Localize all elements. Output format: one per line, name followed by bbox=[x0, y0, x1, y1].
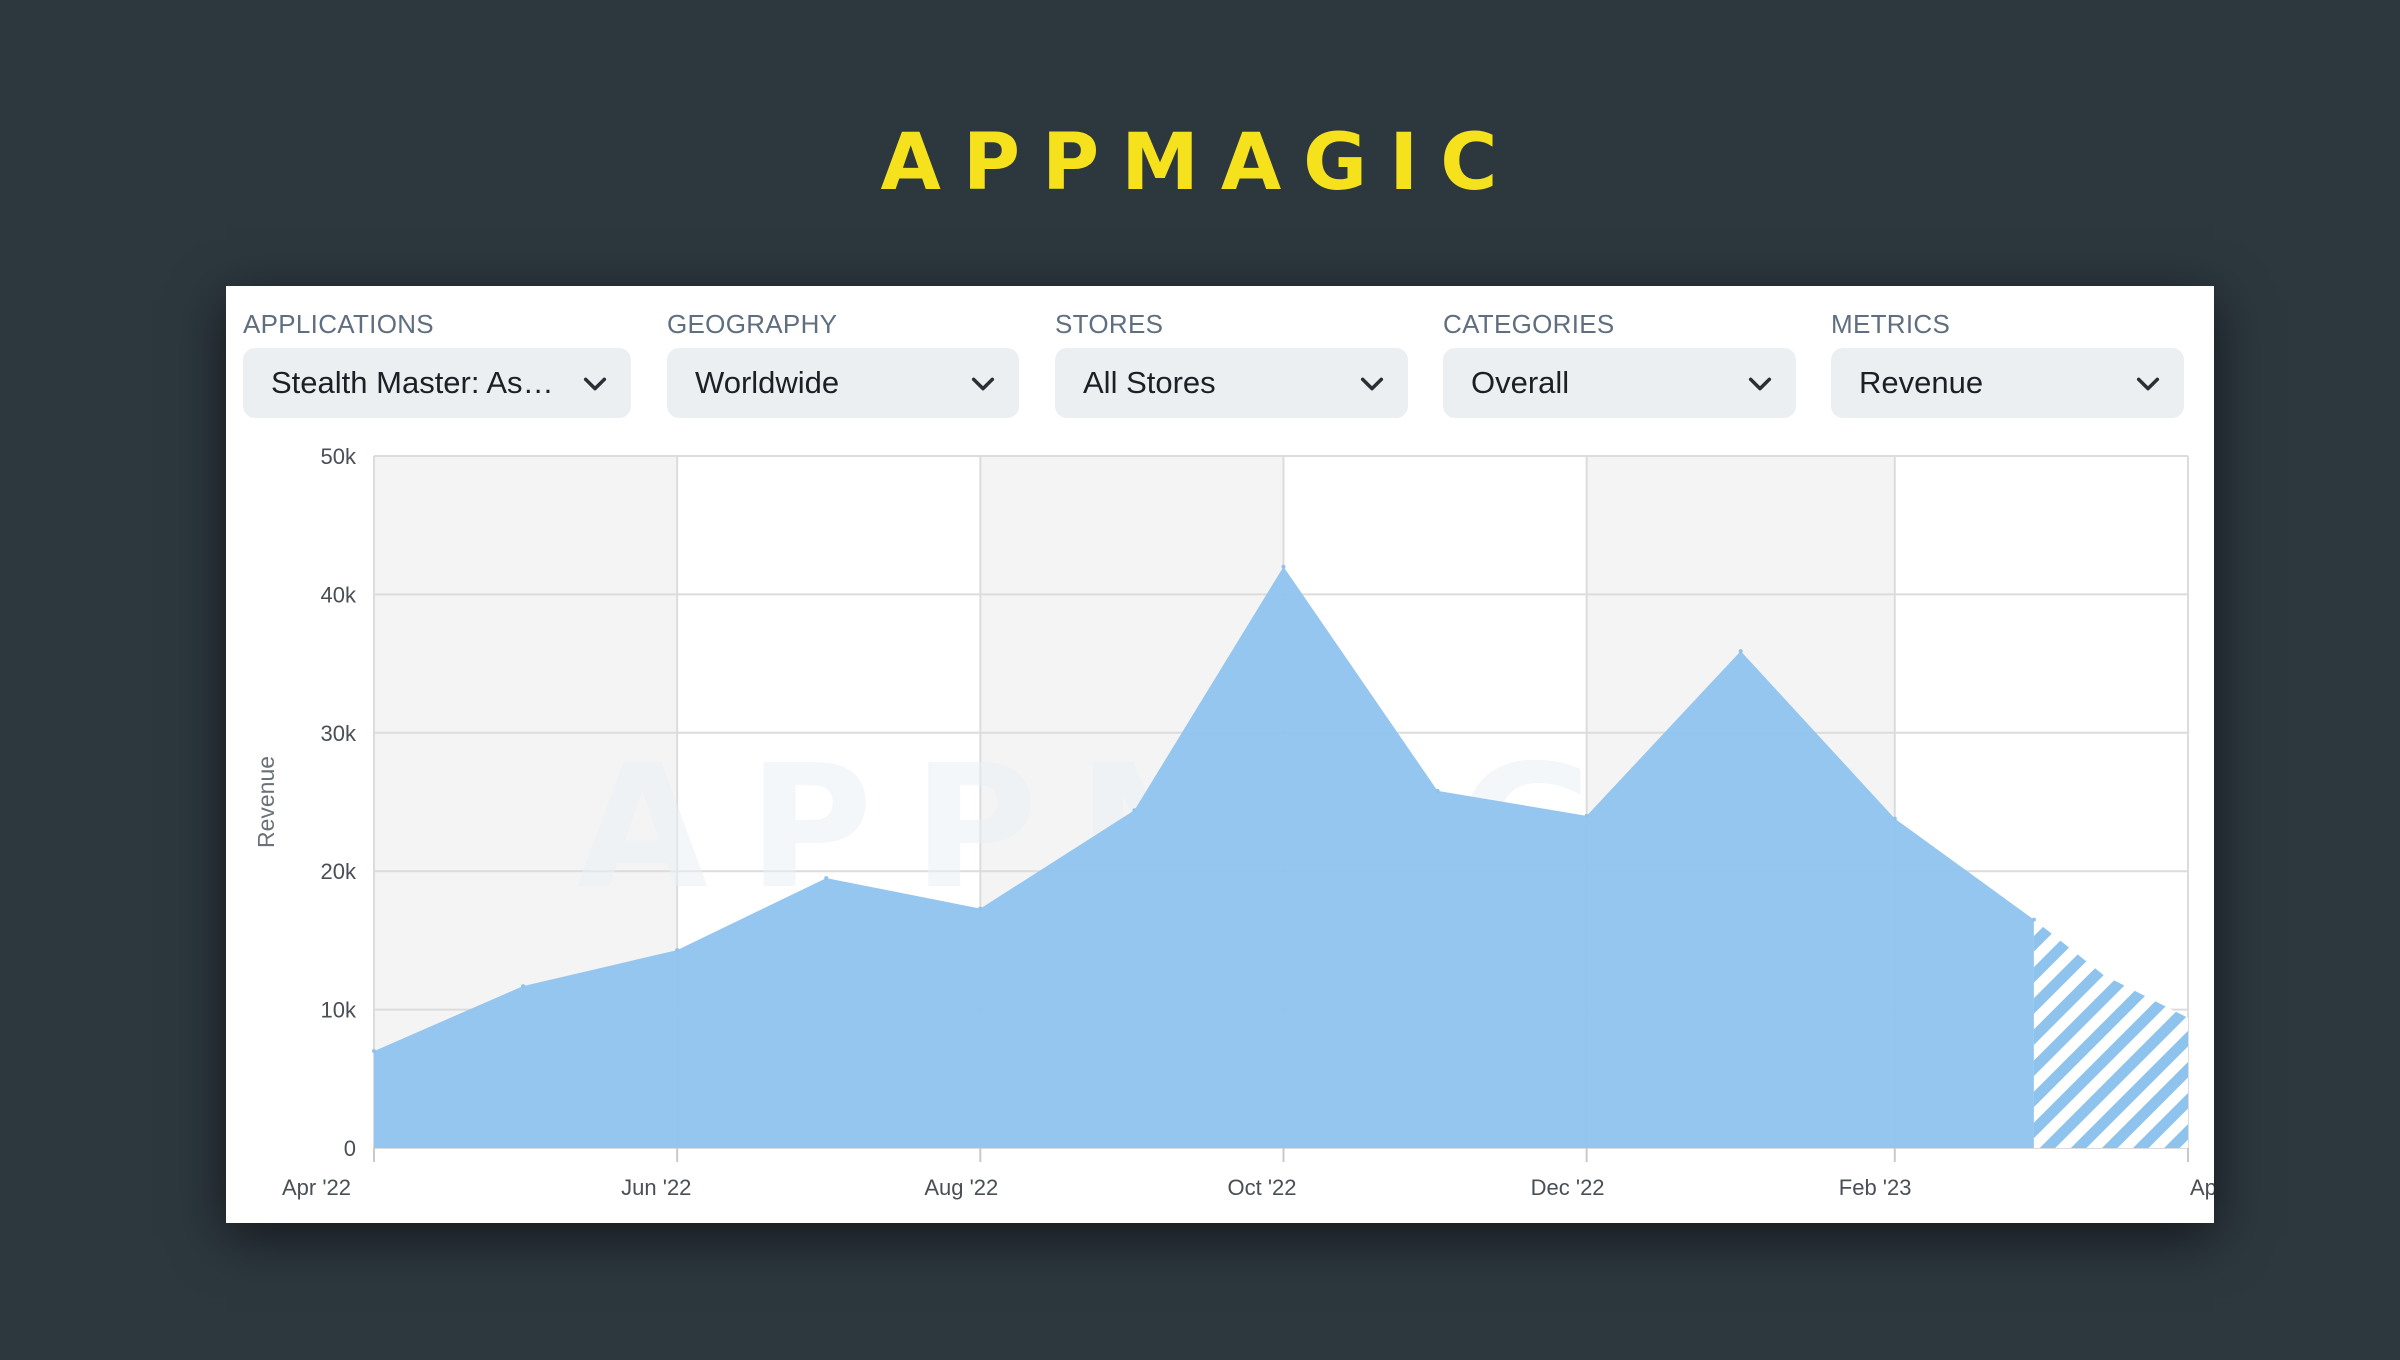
data-point bbox=[521, 984, 526, 989]
data-point bbox=[1738, 649, 1743, 654]
data-point bbox=[824, 876, 829, 881]
data-point bbox=[675, 948, 680, 953]
x-tick-label: Apr '23 bbox=[2190, 1175, 2214, 1200]
revenue-area bbox=[374, 566, 2034, 1148]
filter-metrics: METRICS Revenue bbox=[1831, 308, 2184, 418]
data-point bbox=[1132, 808, 1137, 813]
chevron-down-icon bbox=[2136, 377, 2160, 391]
data-point bbox=[2031, 917, 2036, 922]
chevron-down-icon bbox=[971, 377, 995, 391]
data-point bbox=[978, 906, 983, 911]
data-point bbox=[1892, 816, 1897, 821]
y-tick-label: 50k bbox=[321, 444, 357, 469]
chart-card: APPLICATIONS Stealth Master: Ass... GEOG… bbox=[226, 286, 2214, 1223]
filter-stores: STORES All Stores bbox=[1055, 308, 1408, 418]
geography-dropdown[interactable]: Worldwide bbox=[667, 348, 1019, 418]
data-point bbox=[1435, 788, 1440, 793]
applications-dropdown[interactable]: Stealth Master: Ass... bbox=[243, 348, 631, 418]
filter-label-applications: APPLICATIONS bbox=[243, 309, 434, 339]
categories-dropdown[interactable]: Overall bbox=[1443, 348, 1796, 418]
chevron-down-icon bbox=[1360, 377, 1384, 391]
filter-label-stores: STORES bbox=[1055, 309, 1164, 339]
data-point bbox=[372, 1049, 376, 1054]
filter-label-geography: GEOGRAPHY bbox=[667, 309, 838, 339]
x-tick-label: Oct '22 bbox=[1227, 1175, 1296, 1200]
filter-label-categories: CATEGORIES bbox=[1443, 309, 1615, 339]
y-tick-label: 30k bbox=[321, 721, 357, 746]
x-tick-label: Jun '22 bbox=[621, 1175, 691, 1200]
stores-dropdown[interactable]: All Stores bbox=[1055, 348, 1408, 418]
data-point bbox=[1584, 813, 1589, 818]
chevron-down-icon bbox=[1748, 377, 1772, 391]
x-tick-label: Apr '22 bbox=[282, 1175, 351, 1200]
chevron-down-icon bbox=[583, 377, 607, 391]
x-tick-label: Dec '22 bbox=[1531, 1175, 1605, 1200]
x-tick-label: Feb '23 bbox=[1839, 1175, 1912, 1200]
filter-categories: CATEGORIES Overall bbox=[1443, 308, 1796, 418]
appmagic-logo: APPMAGIC bbox=[880, 118, 1520, 208]
y-tick-label: 20k bbox=[321, 859, 357, 884]
filter-label-metrics: METRICS bbox=[1831, 309, 1951, 339]
filter-geography: GEOGRAPHY Worldwide bbox=[667, 308, 1019, 418]
data-point bbox=[1281, 564, 1286, 569]
y-tick-label: 0 bbox=[344, 1136, 356, 1161]
y-axis-label: Revenue bbox=[253, 756, 279, 848]
x-tick-label: Aug '22 bbox=[924, 1175, 998, 1200]
revenue-area-partial bbox=[2033, 919, 2188, 1148]
filter-applications: APPLICATIONS Stealth Master: Ass... bbox=[243, 308, 631, 418]
metrics-dropdown[interactable]: Revenue bbox=[1831, 348, 2184, 418]
y-tick-label: 10k bbox=[321, 998, 357, 1023]
revenue-area-chart: 0 10k 20k 30k 40k 50k Apr '22 Jun '22 Aug '22 Oct… bbox=[253, 444, 2214, 1200]
y-tick-label: 40k bbox=[321, 582, 357, 607]
